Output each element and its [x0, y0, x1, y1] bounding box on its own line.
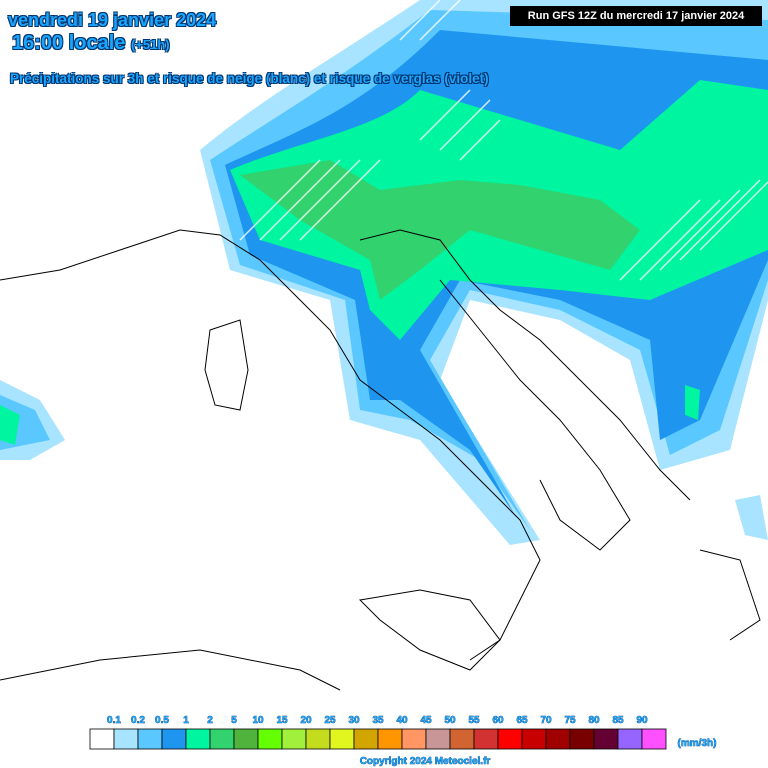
legend-label: 10: [252, 715, 264, 726]
legend-label: 60: [492, 715, 504, 726]
legend-label: 25: [324, 715, 336, 726]
legend-swatch: [449, 728, 475, 750]
legend-swatch: [185, 728, 211, 750]
date: vendredi 19 janvier 2024: [8, 10, 217, 30]
lead-time: (+51h): [130, 37, 170, 52]
legend-label: 30: [348, 715, 360, 726]
legend-swatch: [497, 728, 523, 750]
time-text: 16:00 locale: [12, 32, 126, 54]
legend-label: 80: [588, 715, 600, 726]
legend-swatch: [281, 728, 307, 750]
legend-swatch: [473, 728, 499, 750]
precip-darkgreen: [240, 160, 640, 300]
legend-label: 45: [420, 715, 432, 726]
legend-swatch: [641, 728, 667, 750]
legend-label: 90: [636, 715, 648, 726]
legend-label: 75: [564, 715, 576, 726]
legend-swatch: [569, 728, 595, 750]
legend-label: 5: [231, 715, 237, 726]
legend-swatch: [617, 728, 643, 750]
legend-swatch: [521, 728, 547, 750]
legend-swatch: [593, 728, 619, 750]
legend-swatch: [401, 728, 427, 750]
time: 16:00 locale (+51h): [12, 32, 170, 55]
snow-hatch: [239, 0, 768, 281]
legend-swatch: [137, 728, 163, 750]
legend-unit: (mm/3h): [678, 738, 717, 749]
legend-swatch: [353, 728, 379, 750]
legend-swatch: [425, 728, 451, 750]
legend-label: 20: [300, 715, 312, 726]
legend-swatch: [545, 728, 571, 750]
legend-swatch: [113, 728, 139, 750]
subtitle: Précipitations sur 3h et risque de neige…: [10, 71, 489, 86]
legend-swatch: [329, 728, 355, 750]
legend-swatch: [233, 728, 259, 750]
legend-label: 0.2: [131, 715, 145, 726]
legend-swatch: [89, 728, 115, 750]
legend-label: 55: [468, 715, 480, 726]
legend-label: 0.1: [107, 715, 121, 726]
legend-label: 0.5: [155, 715, 169, 726]
legend-swatch: [161, 728, 187, 750]
legend-swatch: [305, 728, 331, 750]
legend-label: 35: [372, 715, 384, 726]
legend-label: 2: [207, 715, 213, 726]
legend-label: 40: [396, 715, 408, 726]
legend-swatch: [257, 728, 283, 750]
legend-label: 1: [183, 715, 189, 726]
legend-swatch: [209, 728, 235, 750]
legend: 0.1 0.2 0.5 1 2 5 10 15 20 25 30 35 40 45 50 55 60 65 70 75…: [89, 715, 717, 767]
coastlines: [0, 229, 761, 691]
legend-label: 65: [516, 715, 528, 726]
legend-swatch: [377, 728, 403, 750]
run-info: Run GFS 12Z du mercredi 17 janvier 2024: [510, 6, 762, 26]
legend-label: 15: [276, 715, 288, 726]
legend-label: 85: [612, 715, 624, 726]
copyright: Copyright 2024 Meteociel.fr: [360, 756, 491, 767]
legend-label: 50: [444, 715, 456, 726]
legend-label: 70: [540, 715, 552, 726]
